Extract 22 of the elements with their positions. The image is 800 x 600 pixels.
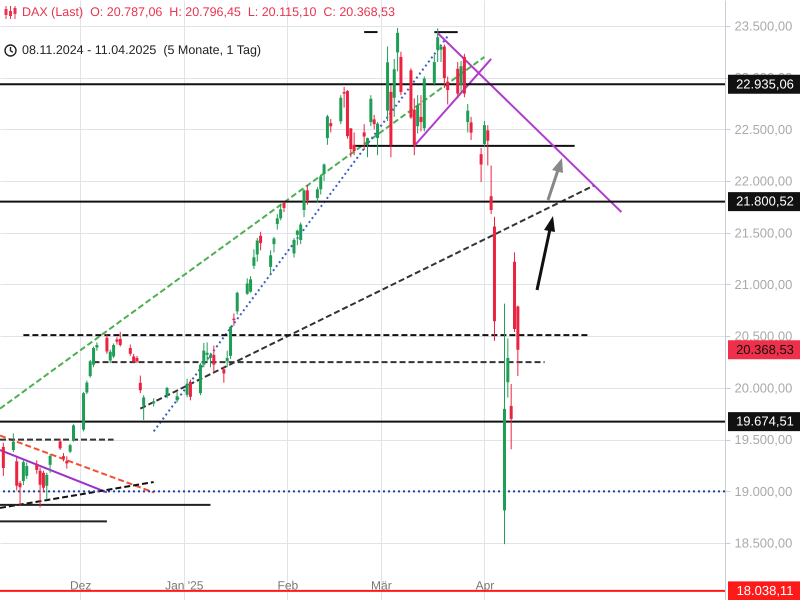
y-tick-label: 19.000,00: [734, 484, 792, 499]
y-tick-label: 23.500,00: [734, 18, 792, 34]
ref-line-label: 21.800,52: [736, 194, 794, 209]
y-tick-label: 20.500,00: [734, 328, 792, 344]
y-tick-label: 21.500,00: [734, 225, 792, 240]
ref-line-label: 19.674,51: [736, 414, 794, 429]
y-tick-label: 18.500,00: [734, 536, 792, 551]
text: 08.11.2024 - 11.04.2025 (5 Monate, 1 Tag): [22, 42, 262, 59]
chart-title: DAX (Last) O: 20.787,06 H: 20.796,45 L: 20.115,10 C: 20.368,53: [22, 4, 395, 21]
y-tick-label: 21.000,00: [734, 276, 792, 292]
x-tick-label: Dez: [70, 578, 92, 592]
x-tick-label: Jan '25: [165, 578, 204, 592]
y-tick-label: 22.500,00: [734, 122, 792, 137]
y-tick-label: 20.000,00: [734, 380, 792, 396]
y-tick-label: 22.000,00: [734, 174, 792, 189]
x-tick-label: Feb: [277, 578, 298, 592]
x-tick-label: Mär: [371, 578, 392, 592]
y-tick-label: 19.500,00: [734, 432, 792, 448]
ref-line-label: 22.935,06: [736, 76, 794, 92]
ref-line-label: 18.038,11: [736, 582, 794, 598]
x-tick-label: Apr: [476, 578, 494, 592]
text: 20.368,53: [736, 342, 794, 357]
